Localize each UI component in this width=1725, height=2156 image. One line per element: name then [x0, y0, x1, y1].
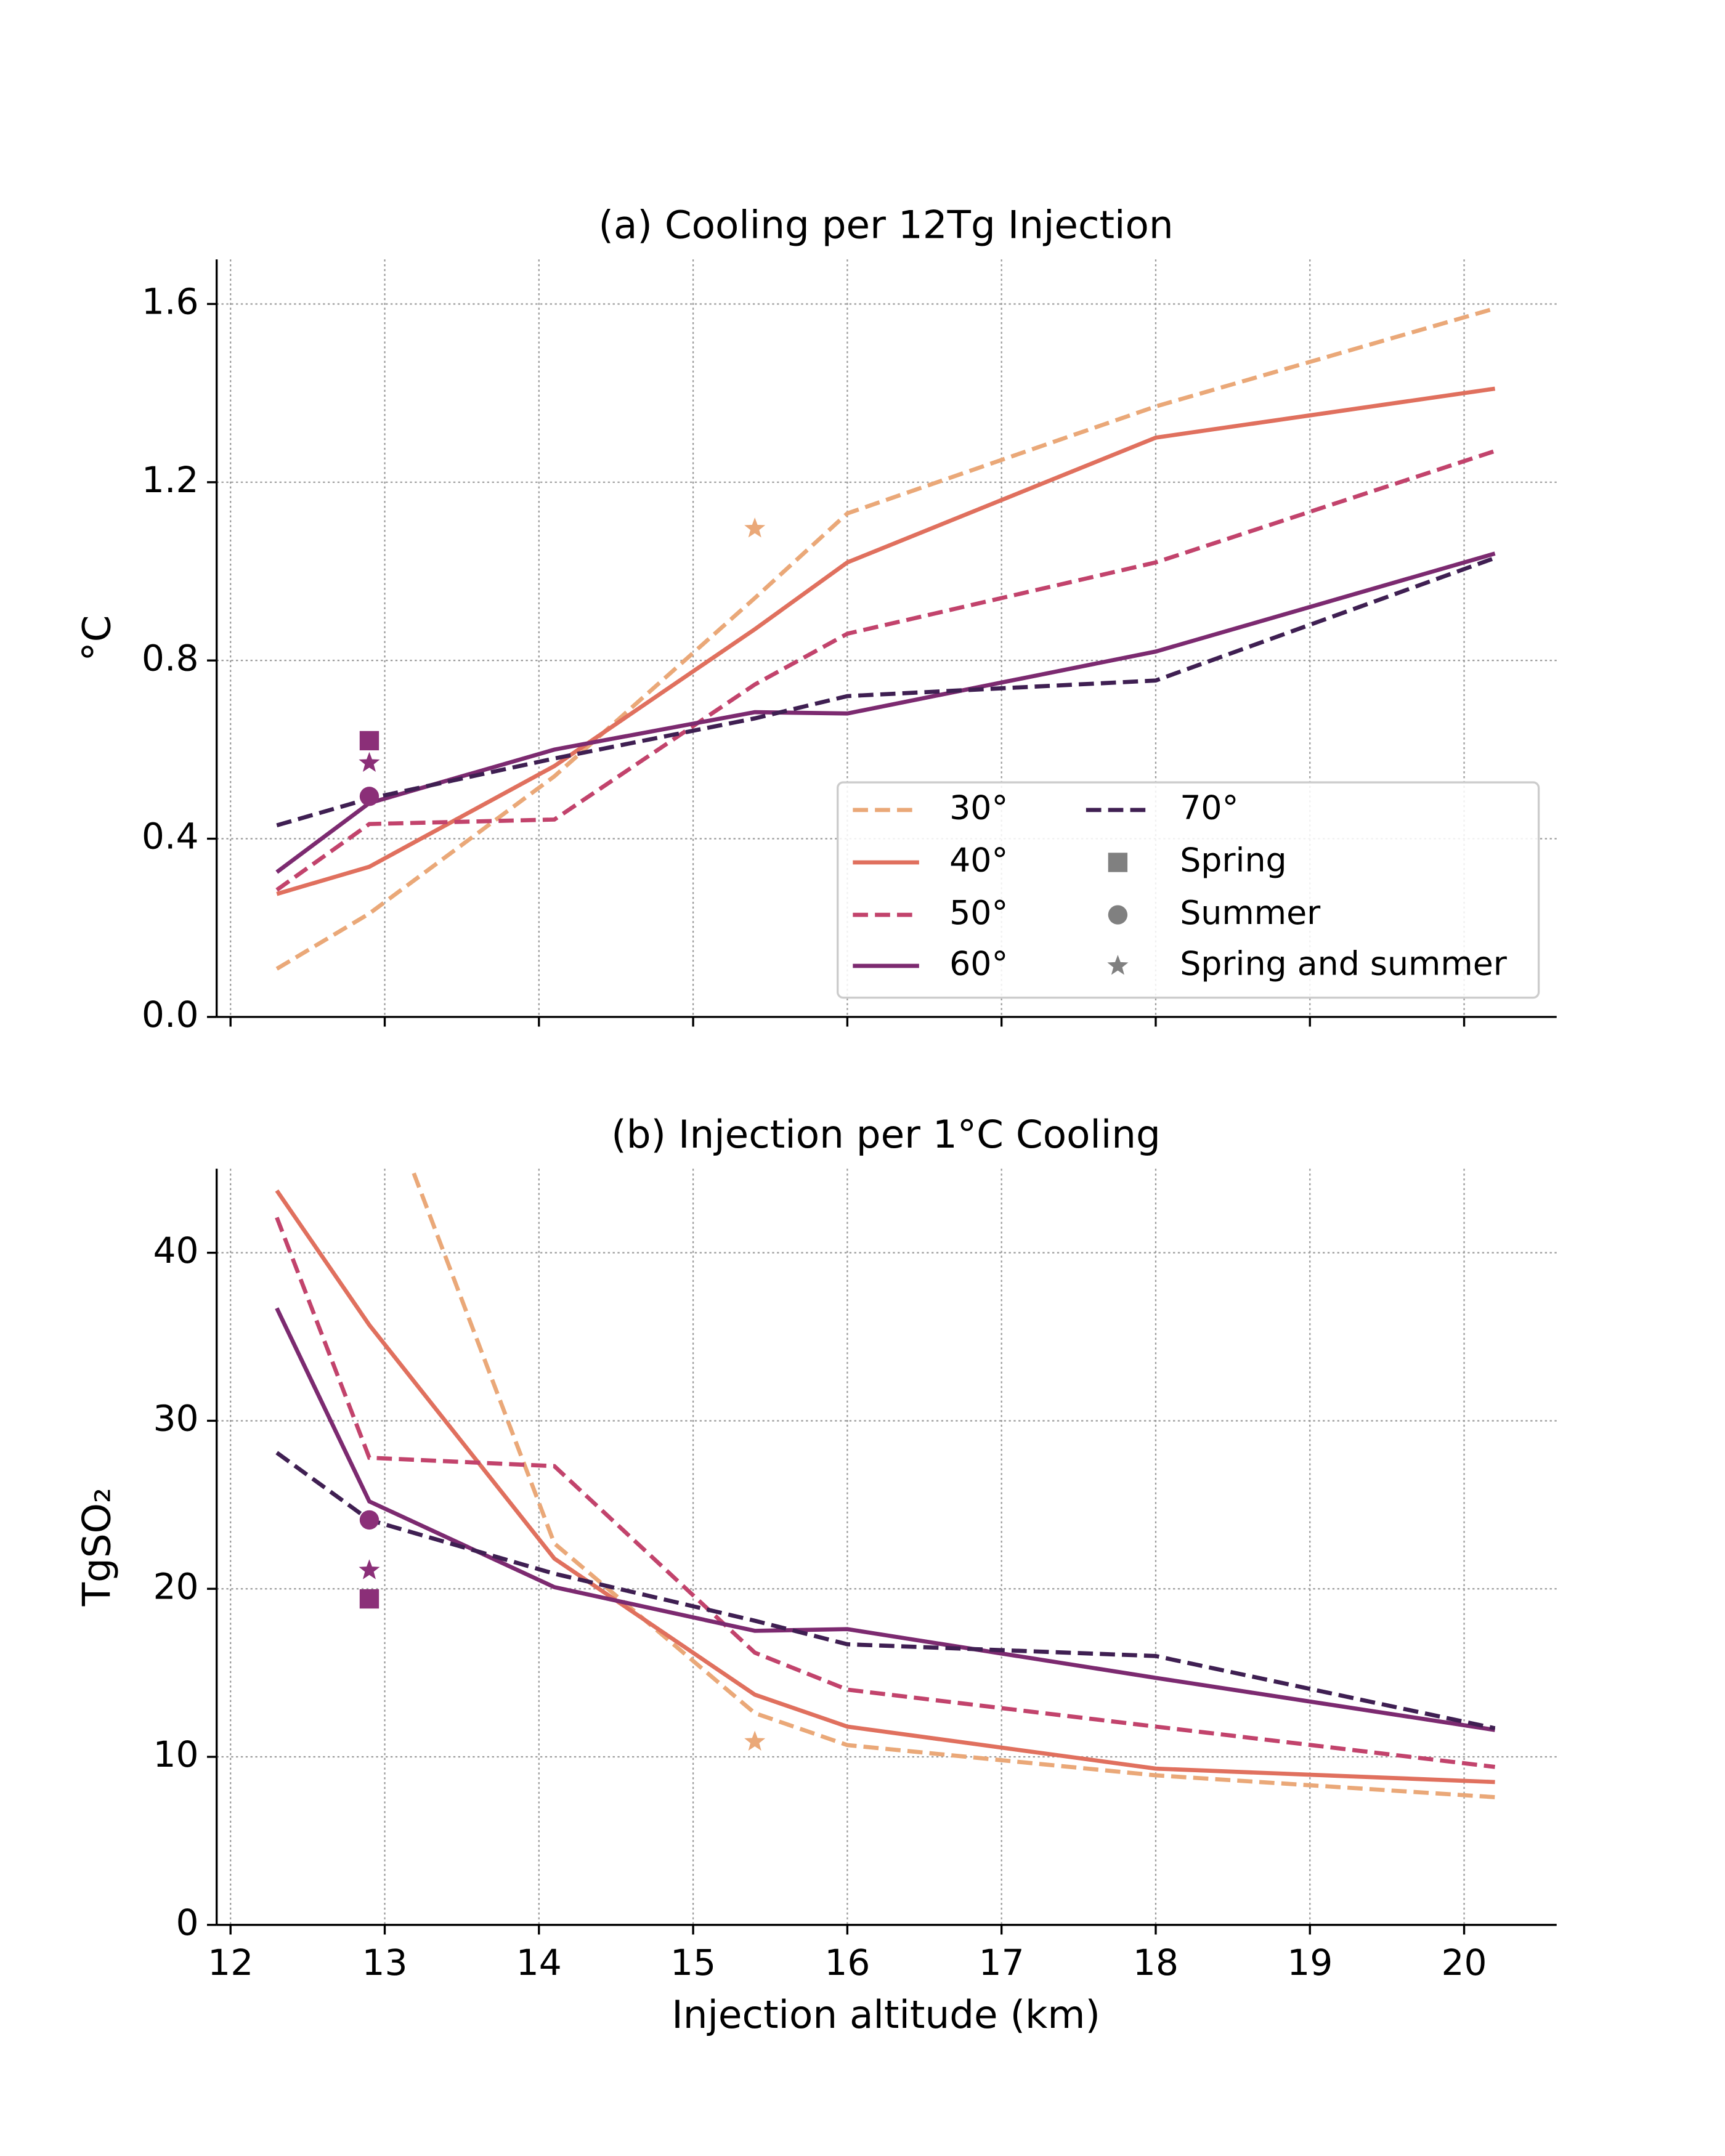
- series-line: [275, 448, 1496, 892]
- x-tick-label: 14: [516, 1942, 562, 1984]
- series-line: [275, 1307, 1496, 1732]
- chart-title: (b) Injection per 1°C Cooling: [611, 1112, 1161, 1157]
- marker-circle: [1108, 905, 1128, 925]
- series-line: [410, 1169, 1495, 1799]
- legend-label: 40°: [949, 841, 1008, 880]
- series-line: [275, 1189, 1495, 1785]
- x-tick-label: 20: [1441, 1942, 1487, 1984]
- series-line: [276, 386, 1496, 896]
- marker-circle: [359, 1510, 380, 1530]
- x-tick-label: 17: [979, 1942, 1025, 1984]
- y-tick-label: 1.6: [142, 281, 199, 323]
- marker-star: [1107, 955, 1129, 975]
- legend-label: Spring and summer: [1180, 944, 1508, 983]
- marker-star: [744, 1730, 766, 1751]
- y-tick-label: 20: [153, 1565, 198, 1607]
- x-tick-label: 12: [208, 1942, 253, 1984]
- y-tick-label: 0.4: [142, 816, 199, 857]
- y-tick-label: 40: [153, 1230, 198, 1271]
- x-axis-label: Injection altitude (km): [672, 1992, 1100, 2037]
- y-tick-label: 1.2: [142, 459, 199, 501]
- series-line: [275, 306, 1496, 971]
- x-tick-label: 19: [1287, 1942, 1333, 1984]
- marker-square: [359, 1589, 380, 1609]
- marker-star: [744, 517, 766, 538]
- series-line: [275, 1451, 1496, 1730]
- legend-label: Summer: [1180, 893, 1321, 932]
- y-tick-label: 10: [153, 1733, 198, 1775]
- y-tick-label: 0.8: [142, 637, 199, 679]
- legend-label: Spring: [1180, 841, 1286, 880]
- legend-label: 60°: [949, 944, 1008, 983]
- series-line: [275, 1217, 1495, 1769]
- marker-star: [359, 752, 380, 772]
- y-tick-label: 0.0: [142, 994, 199, 1035]
- marker-square: [1108, 853, 1128, 872]
- y-axis-label: TgSO₂: [74, 1488, 119, 1607]
- marker-star: [359, 1559, 380, 1579]
- y-tick-label: 30: [153, 1398, 198, 1440]
- y-tick-label: 0: [176, 1902, 198, 1943]
- legend-box: [837, 781, 1540, 999]
- legend-label: 50°: [949, 893, 1008, 932]
- x-tick-label: 18: [1133, 1942, 1179, 1984]
- legend-label: 70°: [1180, 788, 1238, 827]
- x-tick-label: 16: [824, 1942, 870, 1984]
- x-tick-label: 15: [670, 1942, 716, 1984]
- marker-circle: [359, 787, 380, 806]
- y-axis-label: °C: [74, 615, 119, 661]
- marker-square: [359, 731, 380, 751]
- legend-label: 30°: [949, 788, 1008, 827]
- x-tick-label: 13: [362, 1942, 407, 1984]
- chart-title: (a) Cooling per 12Tg Injection: [599, 203, 1174, 248]
